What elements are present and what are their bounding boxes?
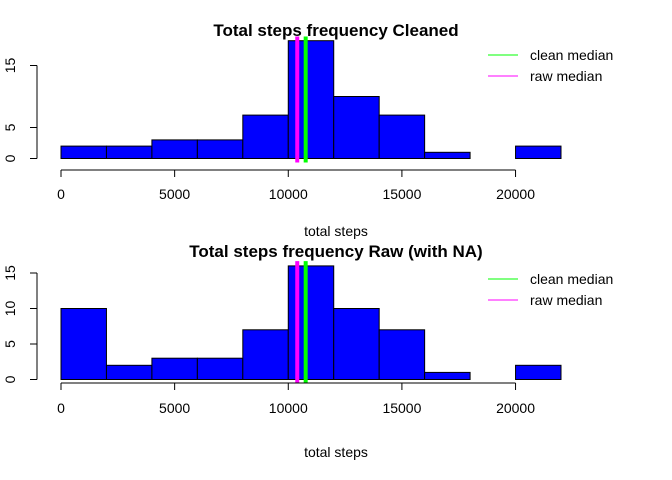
- histogram-bar: [287, 265, 335, 380]
- x-tick-label: 0: [57, 186, 65, 202]
- histogram-bar: [378, 329, 426, 380]
- x-axis-label: total steps: [304, 444, 368, 460]
- x-tick-label: 20000: [496, 186, 535, 202]
- chart-title: Total steps frequency Raw (with NA): [189, 242, 482, 261]
- histogram-bar: [105, 364, 153, 380]
- x-tick-label: 5000: [159, 186, 190, 202]
- x-axis-label: total steps: [304, 223, 368, 239]
- y-tick-label: 15: [2, 265, 18, 281]
- histogram-bar: [151, 139, 198, 159]
- x-tick-label: 10000: [269, 400, 308, 416]
- histogram-bar: [424, 371, 471, 380]
- x-tick-label: 20000: [496, 400, 535, 416]
- histogram-bar: [333, 308, 380, 380]
- y-tick-label: 15: [2, 58, 18, 74]
- histogram-bar: [424, 151, 471, 160]
- legend-entry: clean median: [530, 271, 613, 287]
- histogram-bar: [515, 364, 562, 380]
- x-tick-label: 15000: [382, 400, 421, 416]
- histogram-bar: [105, 145, 153, 160]
- y-tick-label: 5: [2, 123, 18, 131]
- histogram-bar: [378, 114, 426, 159]
- x-tick-label: 15000: [382, 186, 421, 202]
- legend-entry: raw median: [530, 68, 602, 84]
- chart-title: Total steps frequency Cleaned: [213, 21, 458, 40]
- y-tick-label: 10: [2, 301, 18, 317]
- legend-entry: clean median: [530, 47, 613, 63]
- histogram-bar: [242, 114, 289, 159]
- y-tick-label: 0: [2, 375, 18, 383]
- histogram-bar: [60, 145, 107, 160]
- x-tick-label: 5000: [159, 400, 190, 416]
- y-tick-label: 5: [2, 340, 18, 348]
- histogram-bar: [196, 357, 244, 381]
- legend-entry: raw median: [530, 292, 602, 308]
- histogram-bar: [242, 329, 289, 380]
- histogram-bar: [333, 96, 380, 159]
- y-tick-label: 0: [2, 154, 18, 162]
- histogram-bar: [287, 40, 335, 160]
- histogram-bar: [151, 357, 198, 381]
- x-tick-label: 0: [57, 400, 65, 416]
- x-tick-label: 10000: [269, 186, 308, 202]
- histogram-bar: [196, 139, 244, 159]
- histogram-bar: [60, 308, 107, 380]
- histogram-bar: [515, 145, 562, 160]
